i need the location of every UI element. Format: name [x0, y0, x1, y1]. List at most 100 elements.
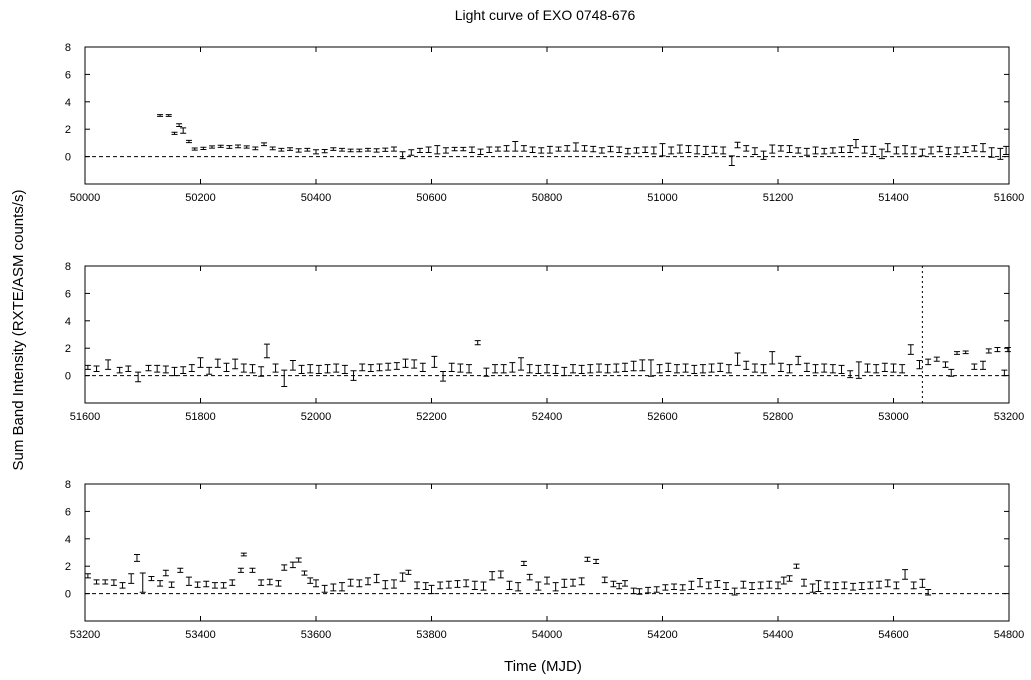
data-point-errorbar — [411, 359, 418, 369]
data-point-errorbar — [544, 364, 550, 374]
data-point-errorbar — [910, 146, 917, 155]
x-tick-label: 50200 — [185, 192, 216, 204]
data-point-errorbar — [116, 366, 123, 374]
data-point-errorbar — [249, 567, 256, 573]
data-point-errorbar — [168, 581, 175, 588]
data-point-errorbar — [240, 363, 247, 373]
data-point-errorbar — [382, 580, 389, 590]
data-point-errorbar — [526, 573, 533, 581]
x-tick-label: 51000 — [647, 192, 678, 204]
data-point-errorbar — [850, 582, 857, 591]
data-point-errorbar — [919, 578, 926, 588]
data-point-errorbar — [185, 576, 192, 586]
data-point-errorbar — [289, 561, 296, 569]
data-point-errorbar — [275, 580, 282, 587]
data-point-errorbar — [399, 572, 406, 582]
data-point-errorbar — [867, 581, 874, 590]
data-point-errorbar — [281, 564, 288, 571]
data-point-errorbar — [520, 560, 527, 567]
data-point-errorbar — [916, 360, 923, 370]
data-point-errorbar — [598, 147, 605, 154]
data-point-errorbar — [229, 579, 236, 586]
data-point-errorbar — [751, 363, 758, 373]
data-point-errorbar — [760, 150, 767, 160]
data-point-errorbar — [838, 146, 845, 153]
data-point-errorbar — [313, 579, 319, 588]
data-point-errorbar — [685, 145, 692, 153]
data-point-errorbar — [717, 362, 724, 372]
x-tick-label: 51200 — [763, 192, 794, 204]
data-point-errorbar — [980, 360, 987, 370]
data-point-errorbar — [538, 147, 545, 154]
data-point-errorbar — [925, 588, 932, 596]
data-point-errorbar — [936, 145, 943, 153]
data-point-errorbar — [749, 582, 756, 590]
data-point-errorbar — [399, 151, 406, 160]
data-point-errorbar — [422, 582, 429, 590]
data-point-errorbar — [691, 364, 698, 375]
data-point-errorbar — [942, 361, 949, 368]
data-point-errorbar — [243, 145, 250, 149]
data-point-errorbar — [786, 145, 793, 153]
data-point-errorbar — [148, 575, 155, 582]
data-point-errorbar — [500, 364, 507, 374]
data-point-errorbar — [223, 362, 230, 372]
data-point-errorbar — [988, 147, 995, 158]
data-point-errorbar — [855, 361, 862, 379]
data-point-errorbar — [751, 147, 758, 156]
data-point-errorbar — [278, 147, 285, 152]
y-tick-label: 4 — [65, 534, 71, 546]
x-axis-title: Time (MJD) — [504, 658, 582, 675]
data-point-errorbar — [171, 131, 178, 135]
x-tick-label: 54000 — [532, 629, 563, 641]
data-point-errorbar — [639, 359, 646, 372]
data-point-errorbar — [546, 145, 553, 154]
data-point-errorbar — [881, 362, 888, 372]
x-tick-label: 50800 — [532, 192, 563, 204]
data-point-errorbar — [503, 145, 510, 152]
data-point-errorbar — [587, 364, 594, 374]
data-point-errorbar — [341, 364, 348, 375]
data-point-errorbar — [633, 147, 640, 154]
data-point-errorbar — [656, 364, 663, 374]
x-tick-label: 50600 — [416, 192, 447, 204]
data-point-errorbar — [734, 141, 741, 149]
data-point-errorbar — [180, 366, 187, 375]
data-point-errorbar — [440, 370, 447, 382]
data-point-errorbar — [607, 145, 614, 153]
data-point-errorbar — [177, 567, 184, 573]
data-point-errorbar — [665, 362, 672, 372]
data-point-errorbar — [272, 363, 279, 373]
panel-2: 51600 51800 52000 52200 52400 52600 52800 53000… — [65, 261, 1024, 423]
data-point-errorbar — [821, 147, 828, 155]
data-point-errorbar — [841, 581, 848, 590]
data-point-errorbar — [119, 582, 126, 589]
data-point-errorbar — [393, 362, 400, 370]
panel-3-frame — [84, 483, 1010, 622]
data-point-errorbar — [451, 146, 458, 152]
data-point-errorbar — [861, 145, 868, 154]
data-point-errorbar — [714, 580, 721, 588]
data-point-errorbar — [740, 580, 747, 589]
data-point-errorbar — [93, 365, 100, 372]
data-point-errorbar — [590, 145, 597, 153]
data-point-errorbar — [437, 581, 444, 590]
data-point-errorbar — [919, 148, 926, 157]
data-point-errorbar — [561, 578, 568, 588]
x-tick-label: 54800 — [994, 629, 1025, 641]
data-point-errorbar — [157, 580, 164, 587]
data-point-errorbar — [593, 558, 600, 564]
data-point-errorbar — [442, 147, 449, 154]
y-tick-label: 2 — [65, 124, 71, 136]
data-point-errorbar — [812, 146, 819, 155]
data-point-errorbar — [1003, 145, 1010, 156]
data-point-errorbar — [356, 148, 363, 153]
data-point-errorbar — [84, 364, 91, 370]
data-point-errorbar — [84, 573, 91, 579]
x-tick-label: 50000 — [70, 192, 101, 204]
data-point-errorbar — [630, 587, 637, 595]
data-point-errorbar — [800, 578, 807, 587]
data-point-errorbar — [725, 364, 732, 374]
data-point-errorbar — [214, 358, 221, 368]
data-point-errorbar — [321, 584, 328, 593]
